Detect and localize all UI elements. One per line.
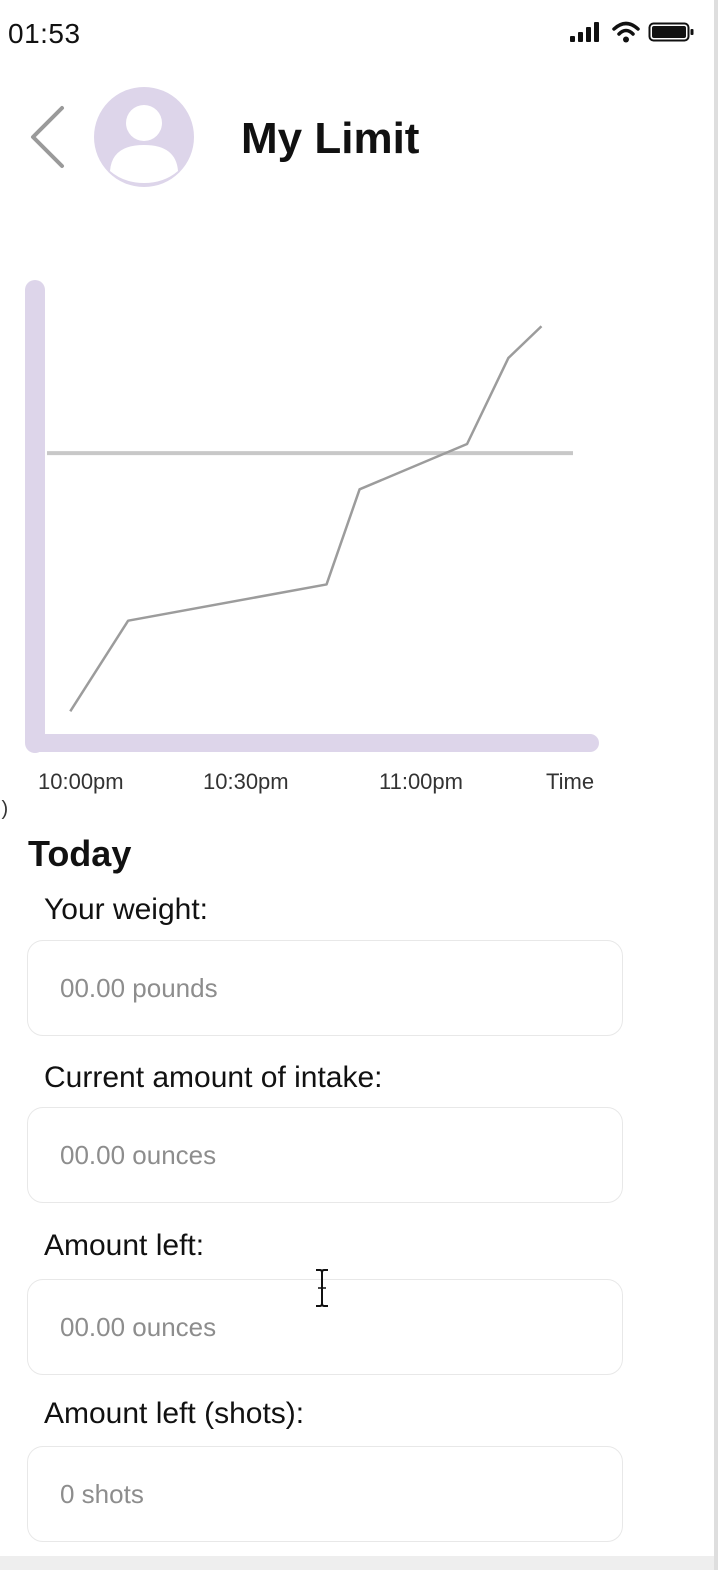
battery-icon — [648, 22, 694, 42]
signal-icon — [570, 22, 599, 42]
shots-left-field[interactable] — [27, 1446, 623, 1542]
intake-input[interactable] — [58, 1138, 622, 1172]
shots-left-label: Amount left (shots): — [44, 1397, 305, 1430]
wifi-icon — [612, 21, 640, 43]
intake-label: Current amount of intake: — [44, 1061, 383, 1094]
weight-field[interactable] — [27, 940, 623, 1036]
shots-left-input[interactable] — [58, 1477, 622, 1511]
weight-label: Your weight: — [44, 893, 209, 926]
intake-line — [69, 325, 543, 712]
x-tick-label: 11:00pm — [379, 769, 463, 794]
amount-left-input[interactable] — [58, 1310, 622, 1344]
clipped-text: :) — [0, 798, 9, 820]
status-icons — [568, 20, 696, 44]
section-title: Today — [28, 833, 132, 874]
intake-field[interactable] — [27, 1107, 623, 1203]
page-title: My Limit — [241, 114, 420, 163]
amount-left-label: Amount left: — [44, 1229, 205, 1262]
x-tick-label: 10:00pm — [38, 769, 124, 794]
intake-chart — [25, 280, 599, 753]
home-indicator-area — [0, 1556, 714, 1570]
x-axis-label: Time — [546, 769, 595, 794]
weight-input[interactable] — [58, 971, 622, 1005]
chevron-left-icon[interactable] — [28, 104, 68, 170]
x-tick-label: 10:30pm — [203, 769, 289, 794]
text-cursor-icon — [316, 1269, 328, 1307]
amount-left-field[interactable] — [27, 1279, 623, 1375]
status-time: 01:53 — [8, 18, 81, 49]
person-icon — [110, 105, 178, 183]
avatar[interactable] — [94, 87, 194, 187]
